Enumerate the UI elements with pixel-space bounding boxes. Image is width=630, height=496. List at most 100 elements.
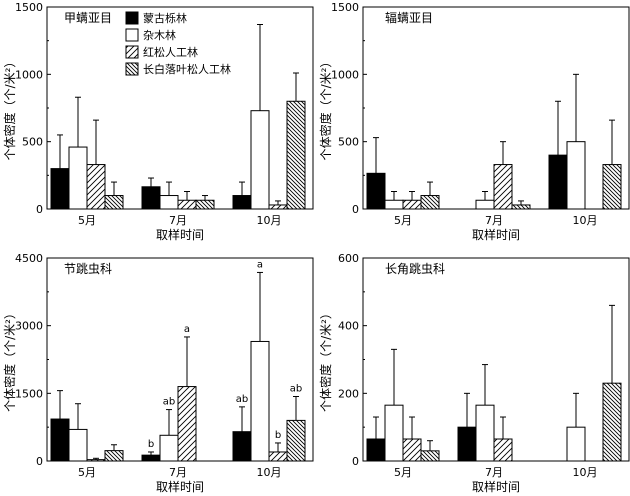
significance-label: ab bbox=[290, 383, 302, 394]
panel-title: 辐螨亚目 bbox=[385, 10, 433, 25]
bar bbox=[268, 451, 288, 462]
bar bbox=[50, 418, 70, 462]
x-axis-label: 取样时间 bbox=[156, 479, 204, 494]
y-tick-label: 1500 bbox=[331, 1, 359, 14]
y-tick-label: 0 bbox=[36, 203, 43, 216]
bar bbox=[457, 426, 477, 462]
bar bbox=[366, 438, 386, 462]
significance-label: a bbox=[184, 324, 190, 335]
legend-swatch bbox=[125, 28, 139, 42]
bar bbox=[511, 204, 531, 210]
y-tick-label: 1500 bbox=[15, 387, 43, 400]
legend-label: 杂木林 bbox=[143, 28, 176, 42]
x-axis-label: 取样时间 bbox=[156, 227, 204, 242]
bar bbox=[402, 199, 422, 210]
y-tick-label: 4500 bbox=[15, 252, 43, 265]
bar bbox=[268, 204, 288, 210]
bar bbox=[384, 199, 404, 210]
x-tick-label: 7月 bbox=[485, 214, 503, 227]
x-tick-label: 10月 bbox=[257, 466, 282, 479]
bar bbox=[104, 195, 124, 210]
panel-title: 节跳虫科 bbox=[64, 262, 112, 276]
legend-label: 红松人工林 bbox=[143, 45, 198, 59]
y-tick-label: 1000 bbox=[331, 68, 359, 81]
legend-label: 蒙古栎林 bbox=[143, 11, 187, 25]
bar bbox=[159, 195, 179, 210]
significance-label: b bbox=[275, 430, 281, 441]
bar bbox=[602, 164, 622, 210]
legend-swatch bbox=[125, 45, 139, 59]
bar bbox=[286, 419, 306, 462]
y-tick-label: 3000 bbox=[15, 320, 43, 333]
bar bbox=[250, 340, 270, 462]
panel-title: 长角跳虫科 bbox=[385, 262, 445, 276]
y-tick-label: 200 bbox=[338, 387, 359, 400]
x-tick-label: 5月 bbox=[394, 214, 412, 227]
y-tick-label: 0 bbox=[352, 203, 359, 216]
significance-label: b bbox=[148, 439, 154, 450]
x-axis-label: 取样时间 bbox=[472, 479, 520, 494]
bar bbox=[159, 434, 179, 462]
legend-swatch bbox=[125, 62, 139, 76]
bar bbox=[50, 168, 70, 210]
bar bbox=[493, 438, 513, 462]
bar bbox=[232, 195, 252, 210]
legend-label: 长白落叶松人工林 bbox=[143, 62, 231, 76]
significance-label: ab bbox=[236, 394, 248, 405]
bar bbox=[141, 454, 161, 462]
bar bbox=[420, 195, 440, 210]
bar bbox=[286, 100, 306, 210]
bar bbox=[548, 154, 568, 210]
bar bbox=[420, 450, 440, 462]
bar bbox=[384, 404, 404, 462]
y-tick-label: 500 bbox=[22, 136, 43, 149]
bar bbox=[493, 164, 513, 210]
y-tick-label: 0 bbox=[36, 455, 43, 468]
bar bbox=[86, 459, 106, 462]
x-tick-label: 5月 bbox=[78, 466, 96, 479]
bar bbox=[475, 199, 495, 210]
x-tick-label: 10月 bbox=[573, 214, 598, 227]
y-tick-label: 600 bbox=[338, 252, 359, 265]
bar bbox=[366, 172, 386, 210]
x-tick-label: 7月 bbox=[169, 214, 187, 227]
bar bbox=[566, 141, 586, 210]
x-tick-label: 10月 bbox=[573, 466, 598, 479]
bar bbox=[68, 428, 88, 462]
bar bbox=[250, 110, 270, 210]
y-tick-label: 500 bbox=[338, 136, 359, 149]
y-tick-label: 1000 bbox=[15, 68, 43, 81]
legend-swatch bbox=[125, 11, 139, 25]
bar bbox=[86, 164, 106, 210]
bar bbox=[402, 438, 422, 462]
bar bbox=[602, 382, 622, 462]
bar bbox=[195, 199, 215, 210]
x-tick-label: 5月 bbox=[394, 466, 412, 479]
bar bbox=[566, 426, 586, 462]
bar bbox=[68, 146, 88, 210]
bar bbox=[177, 199, 197, 210]
panel-title: 甲螨亚目 bbox=[64, 11, 112, 25]
y-tick-label: 1500 bbox=[15, 1, 43, 14]
bar bbox=[104, 450, 124, 462]
x-axis-label: 取样时间 bbox=[472, 227, 520, 242]
bar bbox=[177, 386, 197, 462]
x-tick-label: 10月 bbox=[257, 214, 282, 227]
y-axis-label: 个体密度（个/米²） bbox=[318, 307, 333, 412]
significance-label: a bbox=[257, 259, 263, 270]
bar bbox=[475, 404, 495, 462]
y-axis-label: 个体密度（个/米²） bbox=[2, 307, 17, 412]
x-tick-label: 5月 bbox=[78, 214, 96, 227]
x-tick-label: 7月 bbox=[169, 466, 187, 479]
y-axis-label: 个体密度（个/米²） bbox=[318, 56, 333, 161]
y-axis-label: 个体密度（个/米²） bbox=[2, 56, 17, 161]
bar bbox=[141, 186, 161, 210]
significance-label: ab bbox=[163, 397, 175, 408]
y-tick-label: 0 bbox=[352, 455, 359, 468]
